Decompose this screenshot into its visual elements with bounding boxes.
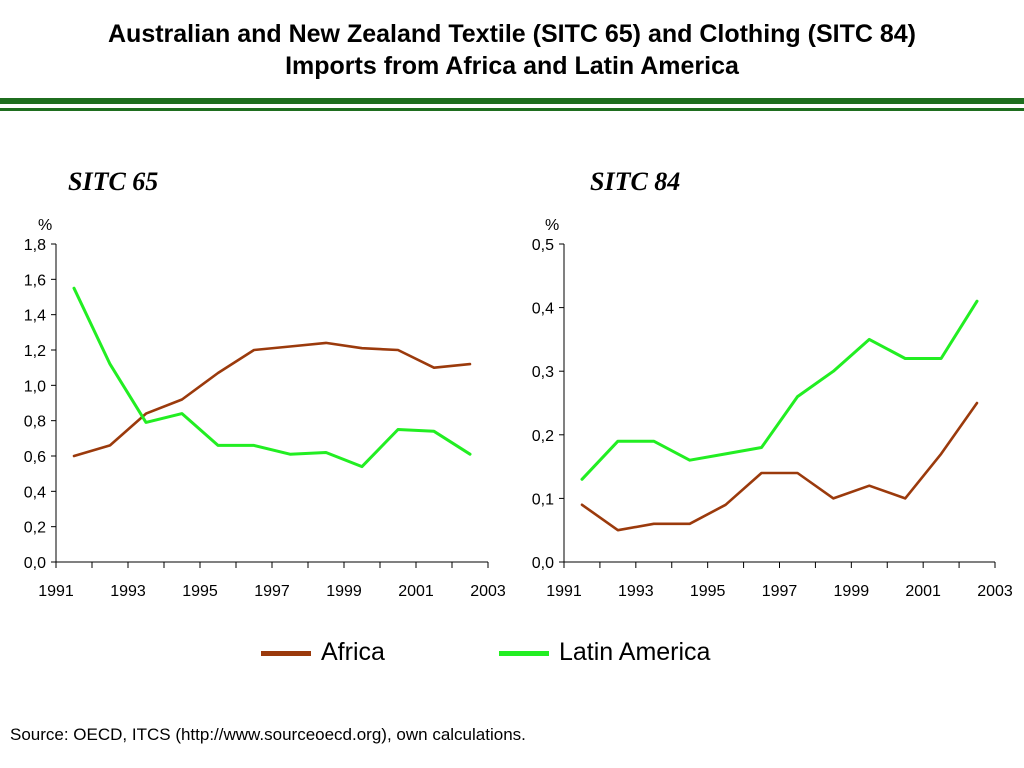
x-tick-label: 2003 xyxy=(977,583,1013,600)
x-tick-label: 1997 xyxy=(762,583,798,600)
y-tick-label: 1,6 xyxy=(24,272,46,289)
legend-africa-swatch xyxy=(261,651,311,656)
y-tick-label: 0,0 xyxy=(532,555,554,572)
y-tick-label: 0,1 xyxy=(532,491,554,508)
x-tick-label: 1995 xyxy=(182,583,218,600)
title-line-2: Imports from Africa and Latin America xyxy=(285,52,739,80)
y-tick-label: 0,4 xyxy=(24,484,46,501)
chart-title: Australian and New Zealand Textile (SITC… xyxy=(0,18,1024,82)
title-line-1: Australian and New Zealand Textile (SITC… xyxy=(108,20,916,48)
panel-title: SITC 84 xyxy=(590,167,680,196)
legend-latin-america-swatch xyxy=(499,651,549,656)
x-tick-label: 1999 xyxy=(326,583,362,600)
y-unit-label: % xyxy=(545,217,559,234)
y-tick-label: 1,4 xyxy=(24,308,46,325)
y-tick-label: 0,4 xyxy=(532,301,554,318)
source-note: Source: OECD, ITCS (http://www.sourceoec… xyxy=(10,725,526,744)
charts-canvas: SITC 65% 0,0 0,2 0,4 0,6 0,8 1,0 1,2 1,4 1,6 1,8 19… xyxy=(24,167,1013,600)
x-tick-label: 1993 xyxy=(110,583,146,600)
legend-africa-label: Africa xyxy=(321,638,385,666)
y-tick-label: 0,2 xyxy=(24,520,46,537)
y-tick-label: 1,8 xyxy=(24,237,46,254)
x-tick-label: 1991 xyxy=(38,583,74,600)
x-tick-label: 2001 xyxy=(905,583,941,600)
y-tick-label: 0,3 xyxy=(532,364,554,381)
x-tick-label: 1999 xyxy=(834,583,870,600)
header-rule-thick xyxy=(0,98,1024,104)
x-tick-label: 1997 xyxy=(254,583,290,600)
series-line-latin-america xyxy=(580,299,979,481)
series-line-africa xyxy=(580,401,979,532)
x-tick-label: 1993 xyxy=(618,583,654,600)
y-tick-label: 1,0 xyxy=(24,378,46,395)
y-tick-label: 0,2 xyxy=(532,428,554,445)
chart-panel-2: SITC 84% 0,0 0,1 0,2 0,3 0,4 0,5 1991 1993 1995 19… xyxy=(532,167,1013,600)
header-rule-thin xyxy=(0,108,1024,111)
y-tick-label: 0,8 xyxy=(24,414,46,431)
panel-title: SITC 65 xyxy=(68,167,158,196)
x-tick-label: 2003 xyxy=(470,583,506,600)
x-tick-label: 1991 xyxy=(546,583,582,600)
y-tick-label: 0,6 xyxy=(24,449,46,466)
chart-panel-1: SITC 65% 0,0 0,2 0,4 0,6 0,8 1,0 1,2 1,4 1,6 1,8 19… xyxy=(24,167,506,600)
y-tick-label: 1,2 xyxy=(24,343,46,360)
x-tick-label: 1995 xyxy=(690,583,726,600)
x-tick-label: 2001 xyxy=(398,583,434,600)
y-tick-label: 0,0 xyxy=(24,555,46,572)
series-line-latin-america xyxy=(72,286,472,469)
y-tick-label: 0,5 xyxy=(532,237,554,254)
y-unit-label: % xyxy=(38,217,52,234)
legend-latin-america-label: Latin America xyxy=(559,638,711,666)
series-line-africa xyxy=(72,341,472,458)
